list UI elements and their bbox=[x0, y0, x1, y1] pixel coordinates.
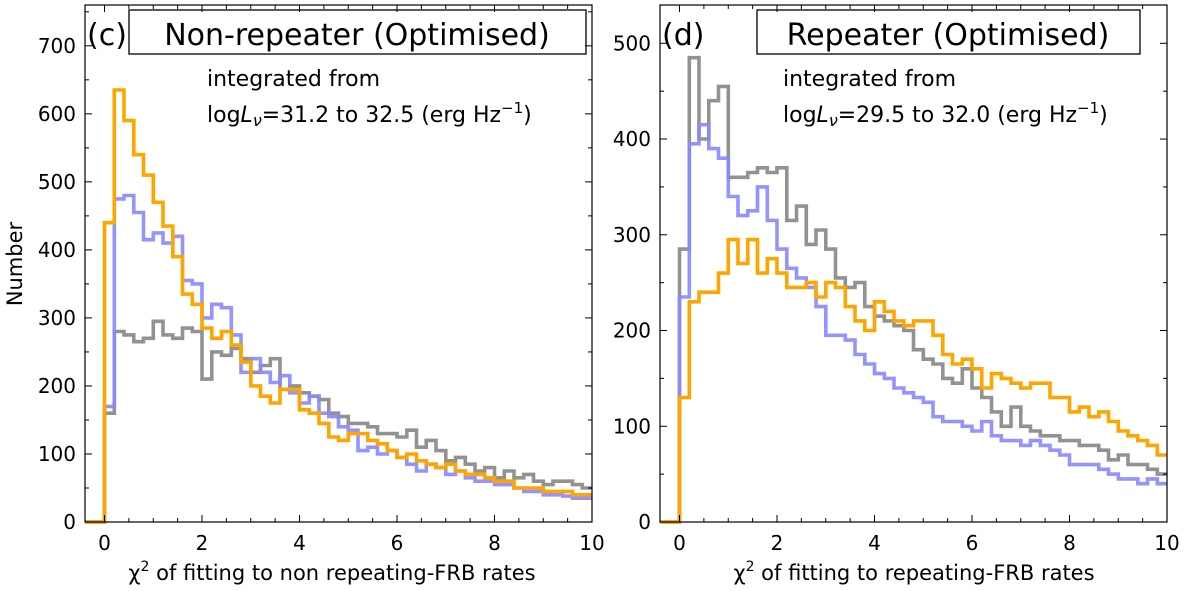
y-tick-label: 100 bbox=[613, 414, 651, 438]
panel-d-annot-L: L bbox=[817, 103, 829, 128]
panel-d-annot-prefix: log bbox=[783, 103, 817, 128]
panel-d-annot-nu: ν bbox=[829, 111, 838, 130]
panel-c-annot-range: =31.2 to 32.5 (erg Hz bbox=[262, 103, 501, 128]
y-tick-label: 400 bbox=[38, 238, 76, 262]
panel-d-xlabel-chi: χ bbox=[733, 561, 745, 585]
panel-d-xlabel: χ2 of fitting to repeating-FRB rates bbox=[733, 559, 1094, 585]
y-tick-label: 200 bbox=[38, 374, 76, 398]
panel-d-annotation-line1: integrated from bbox=[783, 67, 956, 92]
y-tick-label: 700 bbox=[38, 34, 76, 58]
y-tick-label: 0 bbox=[63, 510, 76, 534]
histogram-orange-series bbox=[85, 88, 592, 524]
y-tick-label: 100 bbox=[38, 442, 76, 466]
histogram-orange-series bbox=[660, 237, 1167, 524]
y-tick-label: 500 bbox=[613, 31, 651, 55]
panel-c-xlabel-exp: 2 bbox=[141, 559, 150, 575]
panel-c-annotation-line2: logLν=31.2 to 32.5 (erg Hz−1) bbox=[207, 99, 532, 130]
histogram-gray-series bbox=[85, 319, 592, 524]
panel-d-xlabel-rest: of fitting to repeating-FRB rates bbox=[755, 561, 1095, 585]
y-tick-label: 300 bbox=[38, 306, 76, 330]
panel-c-annot-close: ) bbox=[523, 103, 532, 128]
y-tick-label: 500 bbox=[38, 170, 76, 194]
y-tick-label: 0 bbox=[638, 510, 651, 534]
panel-d-annot-range: =29.5 to 32.0 (erg Hz bbox=[838, 103, 1077, 128]
panel-c-axes-frame bbox=[84, 4, 593, 523]
panel-d-annot-exp: −1 bbox=[1077, 99, 1099, 117]
panel-c-annot-L: L bbox=[241, 103, 253, 128]
histogram-gray-series bbox=[660, 55, 1167, 524]
y-tick-label: 200 bbox=[613, 319, 651, 343]
panel-d-title: Repeater (Optimised) bbox=[787, 18, 1110, 53]
x-tick-label: 10 bbox=[1154, 531, 1179, 555]
panel-d-annotation-line2: logLν=29.5 to 32.0 (erg Hz−1) bbox=[783, 99, 1108, 130]
x-tick-label: 4 bbox=[293, 531, 306, 555]
y-tick-label: 400 bbox=[613, 127, 651, 151]
histogram-blue-series bbox=[660, 122, 1167, 524]
panel-c-xlabel-chi: χ bbox=[128, 561, 140, 585]
panel-d-axes-frame bbox=[659, 4, 1168, 523]
panel-c-xlabel-rest: of fitting to non repeating-FRB rates bbox=[149, 561, 535, 585]
x-tick-label: 10 bbox=[579, 531, 604, 555]
y-tick-label: 300 bbox=[613, 223, 651, 247]
panel-d-annot-close: ) bbox=[1099, 103, 1108, 128]
panel-c-xlabel: χ2 of fitting to non repeating-FRB rates bbox=[128, 559, 535, 585]
y-tick-label: 600 bbox=[38, 102, 76, 126]
panel-d-histograms bbox=[660, 55, 1167, 524]
x-tick-label: 0 bbox=[673, 531, 686, 555]
x-tick-label: 4 bbox=[868, 531, 881, 555]
panel-c-annotation-line1: integrated from bbox=[207, 67, 380, 92]
histogram-blue-series bbox=[85, 193, 592, 524]
x-tick-label: 2 bbox=[196, 531, 209, 555]
panel-c-ylabel: Number bbox=[3, 221, 27, 306]
x-tick-label: 2 bbox=[771, 531, 784, 555]
panel-c-annot-nu: ν bbox=[253, 111, 262, 130]
panel-d-label: (d) bbox=[662, 18, 704, 53]
panel-c-annot-exp: −1 bbox=[501, 99, 523, 117]
panel-c-histograms bbox=[85, 88, 592, 524]
x-tick-label: 6 bbox=[966, 531, 979, 555]
panel-c-title-box bbox=[128, 9, 587, 55]
x-tick-label: 6 bbox=[391, 531, 404, 555]
panel-c-label: (c) bbox=[87, 18, 127, 53]
x-tick-label: 8 bbox=[488, 531, 501, 555]
x-tick-label: 0 bbox=[98, 531, 111, 555]
panel-d-title-box bbox=[756, 9, 1141, 55]
panel-d-ticks bbox=[660, 5, 1168, 523]
x-tick-label: 8 bbox=[1063, 531, 1076, 555]
panel-c-title: Non-repeater (Optimised) bbox=[164, 18, 550, 53]
panel-c-annot-prefix: log bbox=[207, 103, 241, 128]
panel-d-xlabel-exp: 2 bbox=[746, 559, 755, 575]
